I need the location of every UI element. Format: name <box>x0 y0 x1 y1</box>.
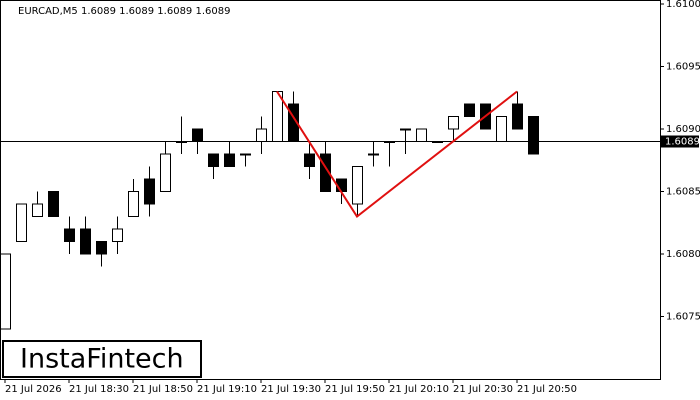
candle-body <box>464 103 475 117</box>
y-tick-label: 1.6095 <box>666 62 700 73</box>
candle-body <box>160 153 171 192</box>
candle-body <box>48 191 59 217</box>
candle-body <box>512 103 523 130</box>
x-tick-label: 21 Jul 18:30 <box>69 384 129 395</box>
pattern-line <box>276 90 518 218</box>
candle-body <box>448 116 459 130</box>
candle-body <box>256 128 267 142</box>
logo-box <box>2 340 202 378</box>
candle-body <box>32 203 43 217</box>
candle-body <box>144 178 155 205</box>
y-tick-label: 1.6085 <box>666 187 700 198</box>
candle-body <box>16 203 27 242</box>
y-tick-label: 1.6075 <box>666 312 700 323</box>
candle-body <box>224 153 235 167</box>
candle-body <box>208 153 219 167</box>
candle-body <box>528 116 539 155</box>
x-tick-label: 21 Jul 20:30 <box>453 384 513 395</box>
candle-body <box>288 103 299 142</box>
chart-title: EURCAD,M5 1.6089 1.6089 1.6089 1.6089 <box>18 6 230 17</box>
candle-body <box>0 253 11 330</box>
y-tick-label: 1.6100 <box>666 0 700 10</box>
candle-body <box>64 228 75 242</box>
x-tick-label: 21 Jul 18:50 <box>133 384 193 395</box>
x-tick-label: 21 Jul 20:10 <box>389 384 449 395</box>
logo: InstaFintech <box>20 344 184 375</box>
candle-body <box>416 128 427 142</box>
candle-body <box>384 141 395 143</box>
candle-body <box>96 241 107 255</box>
candle-body <box>240 153 251 156</box>
candle-body <box>80 228 91 255</box>
candle-body <box>192 128 203 142</box>
candle-body <box>400 128 411 131</box>
candle-body <box>496 116 507 142</box>
candle-body <box>176 141 187 143</box>
x-tick-label: 21 Jul 19:30 <box>261 384 321 395</box>
y-tick-label: 1.6080 <box>666 249 700 260</box>
price-label: 1.6089 <box>665 137 700 148</box>
x-tick-label: 21 Jul 2026 <box>5 384 62 395</box>
x-tick-label: 21 Jul 19:50 <box>325 384 385 395</box>
candle-body <box>304 153 315 167</box>
y-tick-label: 1.6090 <box>666 124 700 135</box>
plot-frame <box>0 0 661 380</box>
candle-body <box>128 191 139 217</box>
price-label-box <box>661 135 699 148</box>
x-tick-label: 21 Jul 19:10 <box>197 384 257 395</box>
candle-body <box>432 141 443 143</box>
candle-body <box>368 153 379 156</box>
candle-body <box>352 166 363 205</box>
x-tick-label: 21 Jul 20:50 <box>517 384 577 395</box>
candle-body <box>112 228 123 242</box>
candle-body <box>320 153 331 192</box>
